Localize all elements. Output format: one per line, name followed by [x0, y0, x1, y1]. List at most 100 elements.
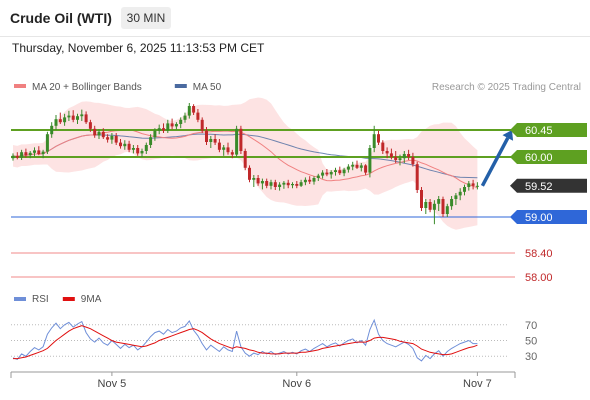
candle-5	[33, 147, 36, 157]
candle-98	[432, 200, 436, 225]
candle-55	[248, 165, 251, 183]
candle-body-86	[381, 142, 385, 151]
level-labels: 60.45 60.00 59.52 59.00 58.40 58.00	[510, 123, 587, 284]
candle-body-108	[475, 185, 479, 187]
candle-0	[11, 153, 15, 161]
candle-76	[338, 166, 342, 175]
candle-30	[140, 148, 144, 157]
candle-body-78	[346, 166, 350, 170]
candle-6	[37, 146, 41, 156]
candle-85	[377, 130, 380, 145]
candle-32	[149, 134, 153, 148]
candle-94	[415, 161, 419, 193]
candle-body-73	[325, 172, 329, 175]
candle-93	[411, 152, 415, 167]
candle-18	[88, 119, 92, 132]
candle-87	[385, 147, 389, 159]
header-bar: Crude Oil (WTI) 30 MIN	[0, 0, 590, 37]
candle-body-26	[123, 143, 127, 147]
candle-27	[127, 140, 131, 153]
candle-16	[80, 109, 84, 121]
candle-body-10	[54, 119, 58, 126]
candle-body-102	[450, 199, 454, 207]
candle-body-87	[385, 151, 389, 154]
candle-body-9	[50, 125, 54, 135]
timeframe-button[interactable]: 30 MIN	[121, 7, 171, 29]
candle-body-25	[119, 142, 122, 147]
candle-22	[106, 134, 110, 143]
candle-97	[428, 199, 432, 213]
candle-99	[437, 196, 441, 211]
candle-body-96	[424, 202, 428, 208]
candle-105	[463, 184, 466, 196]
candle-75	[334, 167, 337, 176]
candle-body-15	[76, 116, 79, 120]
candle-3	[24, 148, 28, 158]
candle-body-24	[114, 136, 118, 143]
candle-body-37	[170, 123, 174, 127]
candle-73	[325, 169, 329, 177]
candle-29	[136, 145, 140, 156]
candle-54	[243, 148, 247, 171]
candle-84	[372, 125, 376, 153]
candle-56	[252, 175, 256, 187]
level-label-1: 60.00	[525, 152, 553, 164]
candle-39	[179, 117, 183, 129]
candle-body-94	[415, 164, 419, 190]
candle-body-8	[45, 134, 49, 152]
candle-body-50	[226, 147, 230, 153]
candle-104	[458, 188, 462, 201]
candle-body-45	[205, 130, 208, 142]
candle-50	[226, 142, 230, 155]
candle-body-47	[213, 139, 217, 143]
candle-body-16	[80, 114, 84, 117]
candle-body-19	[93, 128, 97, 136]
candle-34	[157, 124, 161, 135]
candle-40	[183, 112, 187, 123]
candle-49	[222, 145, 226, 156]
candle-body-74	[329, 172, 333, 175]
candle-15	[76, 113, 79, 124]
candle-body-36	[166, 123, 170, 131]
candle-body-49	[222, 147, 226, 150]
rsi-tick-1: 50	[525, 336, 537, 348]
candle-51	[230, 149, 234, 159]
candle-81	[359, 163, 363, 172]
candle-body-61	[273, 182, 277, 187]
level-label-5: 58.00	[525, 272, 553, 284]
candle-60	[269, 179, 273, 190]
candle-body-66	[295, 184, 299, 186]
candle-body-41	[187, 106, 191, 116]
candle-7	[41, 149, 45, 159]
candle-body-101	[445, 206, 449, 214]
candlesticks	[11, 103, 479, 225]
candle-body-68	[303, 179, 307, 183]
candle-37	[170, 118, 174, 130]
candle-47	[213, 134, 217, 145]
candle-body-11	[58, 119, 62, 123]
candle-82	[364, 164, 368, 175]
x-tick-label-0: Nov 5	[98, 378, 127, 390]
candle-body-33	[153, 130, 157, 138]
candle-body-65	[291, 184, 294, 186]
candle-body-51	[230, 152, 234, 155]
candle-body-63	[282, 182, 286, 185]
candle-body-97	[428, 202, 432, 210]
candle-body-76	[338, 170, 342, 174]
candle-body-40	[183, 115, 187, 120]
candle-91	[402, 151, 406, 163]
candle-8	[45, 131, 49, 154]
candle-79	[351, 161, 355, 171]
candle-108	[475, 182, 479, 190]
candle-52	[235, 125, 239, 157]
candle-body-98	[432, 203, 436, 210]
candle-body-81	[359, 165, 363, 168]
candle-77	[342, 167, 346, 177]
candle-body-64	[286, 182, 290, 186]
candle-body-53	[239, 128, 243, 151]
x-axis: Nov 5 Nov 6 Nov 7	[10, 371, 516, 390]
legend-swatch-1	[174, 84, 187, 88]
legend-swatch-0	[14, 84, 26, 88]
candle-67	[299, 179, 303, 187]
candle-42	[192, 104, 196, 115]
